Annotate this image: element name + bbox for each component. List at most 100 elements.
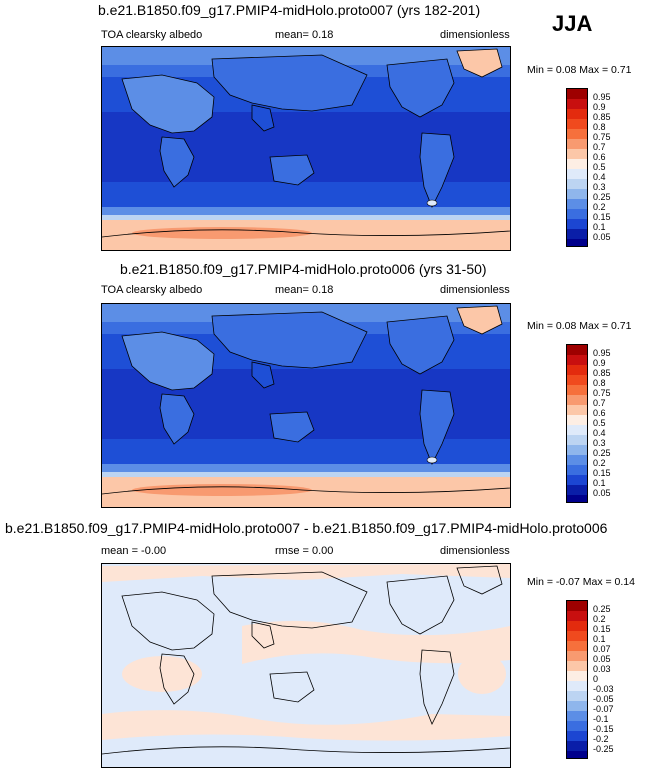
africa-europe-landmass <box>121 74 215 134</box>
panel-2-mean-label: mean= 0.18 <box>275 284 334 296</box>
asia-landmass <box>211 54 368 112</box>
colorbar-swatch <box>567 475 587 485</box>
panel-1-map <box>101 46 511 251</box>
south-america-outline <box>419 649 455 725</box>
colorbar-swatch <box>567 99 587 109</box>
colorbar-label: 0.95 <box>593 348 611 358</box>
africa-europe-outline <box>121 591 215 651</box>
colorbar-label: 0.03 <box>593 664 611 674</box>
colorbar-swatch <box>567 485 587 495</box>
australia-outline <box>269 671 315 703</box>
diff-positive-arctic <box>102 564 510 582</box>
panel-3-minmax: Min = -0.07 Max = 0.14 <box>527 576 635 588</box>
colorbar-swatch <box>567 435 587 445</box>
north-america <box>386 58 455 118</box>
colorbar-label: 0.4 <box>593 172 606 182</box>
colorbar-label: 0.25 <box>593 604 611 614</box>
colorbar-swatch <box>567 179 587 189</box>
panel-3-units-label: dimensionless <box>440 545 510 557</box>
panel-3-title: b.e21.B1850.f09_g17.PMIP4-midHolo.proto0… <box>5 520 608 536</box>
north-america <box>386 315 455 375</box>
south-america <box>419 132 455 208</box>
panel-1-variable-label: TOA clearsky albedo <box>101 29 203 41</box>
australia <box>269 411 315 443</box>
greenland <box>456 305 503 335</box>
colorbar-swatch <box>567 741 587 751</box>
colorbar-swatch <box>567 119 587 129</box>
panel-2-units-label: dimensionless <box>440 284 510 296</box>
colorbar-swatch <box>567 425 587 435</box>
colorbar-swatch <box>567 365 587 375</box>
colorbar-swatch <box>567 169 587 179</box>
panel-1-colorbar <box>566 88 588 247</box>
colorbar-label: -0.07 <box>593 704 614 714</box>
colorbar-label: 0.1 <box>593 478 606 488</box>
diff-positive-indian <box>122 656 202 692</box>
antarctic-coast <box>102 229 510 238</box>
colorbar-swatch <box>567 239 587 246</box>
colorbar-swatch <box>567 631 587 641</box>
colorbar-swatch <box>567 89 587 99</box>
southern-band-a <box>102 464 510 474</box>
colorbar-label: 0.6 <box>593 408 606 418</box>
colorbar-swatch <box>567 455 587 465</box>
panel-3-colorbar <box>566 600 588 759</box>
colorbar-swatch <box>567 611 587 621</box>
colorbar-swatch <box>567 345 587 355</box>
colorbar-swatch <box>567 219 587 229</box>
colorbar-swatch <box>567 189 587 199</box>
colorbar-swatch <box>567 229 587 239</box>
southern-band-a <box>102 207 510 217</box>
panel-1-colorbar-labels: 0.95 0.9 0.85 0.8 0.75 0.7 0.6 0.5 0.4 0… <box>593 88 633 248</box>
colorbar-swatch <box>567 721 587 731</box>
southern-band-b <box>102 215 510 221</box>
colorbar-swatch <box>567 385 587 395</box>
colorbar-label: 0.2 <box>593 614 606 624</box>
greenland <box>456 48 503 78</box>
diff-positive-tropical-pacific <box>242 620 510 664</box>
india <box>251 361 275 389</box>
colorbar-label: 0.15 <box>593 212 611 222</box>
colorbar-label: 0.85 <box>593 368 611 378</box>
panel-2-title: b.e21.B1850.f09_g17.PMIP4-midHolo.proto0… <box>120 261 487 277</box>
colorbar-label: -0.1 <box>593 714 609 724</box>
colorbar-swatch <box>567 661 587 671</box>
antarctic-core <box>132 484 312 496</box>
colorbar-swatch <box>567 465 587 475</box>
asia-landmass <box>211 311 368 369</box>
season-label: JJA <box>552 11 593 36</box>
colorbar-label: -0.2 <box>593 734 609 744</box>
panel-1-mean-label: mean= 0.18 <box>275 29 334 41</box>
panel-3-map-svg <box>102 564 510 767</box>
colorbar-swatch <box>567 671 587 681</box>
africa-south <box>159 136 195 188</box>
colorbar-label: -0.05 <box>593 694 614 704</box>
colorbar-label: 0.7 <box>593 398 606 408</box>
panel-2-colorbar <box>566 344 588 503</box>
colorbar-swatch <box>567 601 587 611</box>
colorbar-label: 0.7 <box>593 142 606 152</box>
colorbar-label: 0 <box>593 674 599 684</box>
panel-1-units-label: dimensionless <box>440 29 510 41</box>
colorbar-label: -0.15 <box>593 724 614 734</box>
colorbar-label: 0.8 <box>593 378 606 388</box>
panel-2-map <box>101 303 511 508</box>
south-america <box>419 389 455 465</box>
antarctic-coast <box>102 746 510 755</box>
antarctic-coast <box>102 486 510 495</box>
colorbar-swatch <box>567 621 587 631</box>
colorbar-label: 0.2 <box>593 458 606 468</box>
colorbar-swatch <box>567 209 587 219</box>
patagonia <box>426 199 438 207</box>
colorbar-label: 0.05 <box>593 654 611 664</box>
colorbar-swatch <box>567 651 587 661</box>
colorbar-swatch <box>567 415 587 425</box>
colorbar-swatch <box>567 495 587 502</box>
india <box>251 104 275 132</box>
colorbar-swatch <box>567 149 587 159</box>
colorbar-label: 0.1 <box>593 634 606 644</box>
india-outline <box>251 621 275 649</box>
panel-1-map-svg <box>102 47 510 250</box>
africa-europe-landmass <box>121 331 215 391</box>
colorbar-swatch <box>567 109 587 119</box>
